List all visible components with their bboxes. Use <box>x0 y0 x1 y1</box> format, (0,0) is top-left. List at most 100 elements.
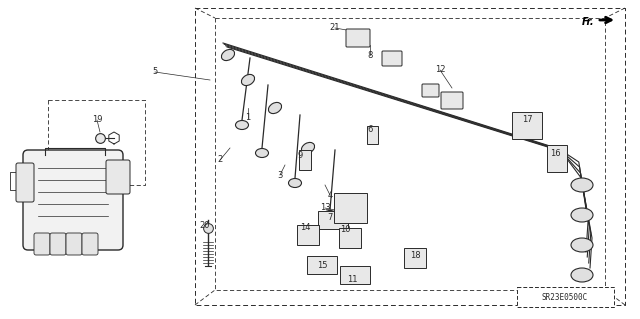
FancyBboxPatch shape <box>547 145 567 172</box>
Ellipse shape <box>268 102 282 114</box>
FancyBboxPatch shape <box>404 248 426 268</box>
FancyBboxPatch shape <box>382 51 402 66</box>
FancyBboxPatch shape <box>308 267 316 273</box>
Text: 2: 2 <box>218 155 223 165</box>
FancyBboxPatch shape <box>369 128 378 134</box>
FancyBboxPatch shape <box>362 268 369 274</box>
FancyBboxPatch shape <box>310 227 318 234</box>
FancyBboxPatch shape <box>559 156 566 162</box>
FancyBboxPatch shape <box>346 29 370 47</box>
FancyBboxPatch shape <box>301 152 310 159</box>
FancyBboxPatch shape <box>319 267 326 273</box>
FancyBboxPatch shape <box>514 123 522 129</box>
FancyBboxPatch shape <box>422 84 439 97</box>
FancyBboxPatch shape <box>342 277 349 283</box>
FancyBboxPatch shape <box>297 225 319 245</box>
FancyBboxPatch shape <box>362 277 369 283</box>
Text: 6: 6 <box>367 125 372 135</box>
FancyBboxPatch shape <box>517 287 614 307</box>
Text: 15: 15 <box>317 261 327 270</box>
FancyBboxPatch shape <box>534 132 541 138</box>
Text: 14: 14 <box>300 224 310 233</box>
FancyBboxPatch shape <box>299 237 307 244</box>
FancyBboxPatch shape <box>358 215 366 222</box>
FancyBboxPatch shape <box>16 163 34 202</box>
FancyBboxPatch shape <box>340 266 370 284</box>
FancyBboxPatch shape <box>342 268 349 274</box>
Ellipse shape <box>221 49 234 61</box>
FancyBboxPatch shape <box>34 233 50 255</box>
FancyBboxPatch shape <box>308 258 316 264</box>
FancyBboxPatch shape <box>524 132 531 138</box>
Text: 13: 13 <box>320 204 330 212</box>
FancyBboxPatch shape <box>336 215 344 222</box>
Text: 4: 4 <box>328 190 333 199</box>
FancyBboxPatch shape <box>559 165 566 171</box>
Ellipse shape <box>289 179 301 188</box>
FancyBboxPatch shape <box>352 230 360 237</box>
Ellipse shape <box>571 208 593 222</box>
FancyBboxPatch shape <box>329 258 336 264</box>
FancyBboxPatch shape <box>369 137 378 143</box>
FancyBboxPatch shape <box>318 211 348 229</box>
Ellipse shape <box>323 211 337 219</box>
FancyBboxPatch shape <box>534 123 541 129</box>
FancyBboxPatch shape <box>441 92 463 109</box>
Text: 21: 21 <box>330 24 340 33</box>
FancyBboxPatch shape <box>352 277 359 283</box>
FancyBboxPatch shape <box>340 230 349 237</box>
FancyBboxPatch shape <box>320 222 327 228</box>
Text: 5: 5 <box>152 68 157 77</box>
FancyBboxPatch shape <box>559 147 566 153</box>
Text: 1: 1 <box>245 114 251 122</box>
Text: 20: 20 <box>200 220 211 229</box>
FancyBboxPatch shape <box>301 162 310 169</box>
FancyBboxPatch shape <box>358 205 366 212</box>
Text: 18: 18 <box>410 250 420 259</box>
Text: Fr.: Fr. <box>581 17 594 27</box>
Text: 12: 12 <box>435 65 445 75</box>
FancyBboxPatch shape <box>417 250 426 257</box>
FancyBboxPatch shape <box>534 114 541 120</box>
FancyBboxPatch shape <box>66 233 82 255</box>
FancyBboxPatch shape <box>299 227 307 234</box>
FancyBboxPatch shape <box>417 260 426 267</box>
FancyBboxPatch shape <box>299 150 311 170</box>
FancyBboxPatch shape <box>334 193 367 223</box>
FancyBboxPatch shape <box>340 240 349 247</box>
FancyBboxPatch shape <box>512 112 542 139</box>
FancyBboxPatch shape <box>347 205 355 212</box>
Ellipse shape <box>255 149 269 158</box>
FancyBboxPatch shape <box>524 114 531 120</box>
Text: SR23E0500C: SR23E0500C <box>542 293 588 302</box>
FancyBboxPatch shape <box>339 228 361 248</box>
FancyBboxPatch shape <box>548 156 556 162</box>
FancyBboxPatch shape <box>319 258 326 264</box>
Text: 16: 16 <box>550 149 560 158</box>
FancyBboxPatch shape <box>330 213 337 219</box>
Text: 17: 17 <box>522 115 532 124</box>
Text: 8: 8 <box>367 50 372 60</box>
FancyBboxPatch shape <box>514 132 522 138</box>
Text: 3: 3 <box>277 170 283 180</box>
FancyBboxPatch shape <box>340 222 348 228</box>
FancyBboxPatch shape <box>336 205 344 212</box>
Text: 10: 10 <box>340 226 350 234</box>
FancyBboxPatch shape <box>548 165 556 171</box>
FancyBboxPatch shape <box>50 233 66 255</box>
FancyBboxPatch shape <box>548 147 556 153</box>
Ellipse shape <box>571 178 593 192</box>
FancyBboxPatch shape <box>307 256 337 274</box>
FancyBboxPatch shape <box>352 268 359 274</box>
FancyBboxPatch shape <box>358 195 366 202</box>
Ellipse shape <box>301 142 314 153</box>
FancyBboxPatch shape <box>340 213 348 219</box>
FancyBboxPatch shape <box>406 260 414 267</box>
FancyBboxPatch shape <box>406 250 414 257</box>
Text: 9: 9 <box>298 151 303 160</box>
FancyBboxPatch shape <box>320 213 327 219</box>
FancyBboxPatch shape <box>336 195 344 202</box>
FancyBboxPatch shape <box>310 237 318 244</box>
FancyBboxPatch shape <box>347 195 355 202</box>
Text: 19: 19 <box>92 115 102 124</box>
